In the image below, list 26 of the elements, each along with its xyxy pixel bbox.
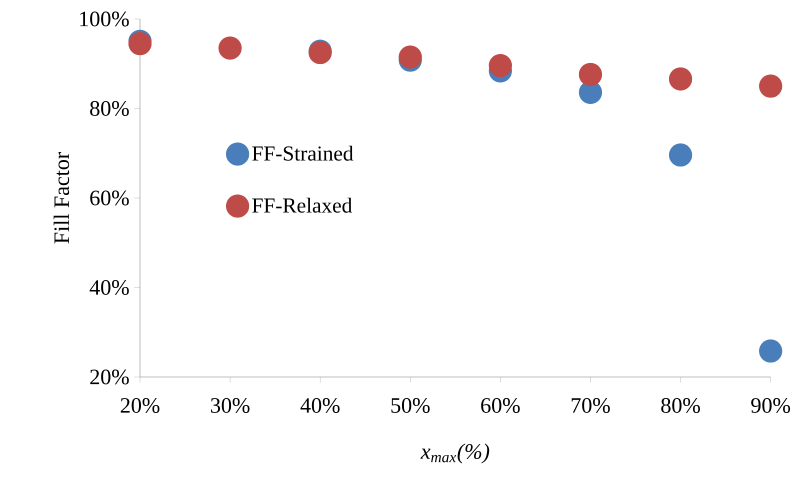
legend-label: FF-Strained — [252, 146, 354, 161]
point — [759, 339, 782, 363]
point — [668, 143, 692, 167]
x-tick-label: 50% — [391, 398, 430, 413]
y-tick-label: 100% — [80, 12, 129, 26]
y-tick-label: 60% — [90, 190, 129, 206]
point — [759, 74, 782, 98]
x-tick-label: 30% — [210, 398, 250, 413]
y-axis-title: Fill Factor — [54, 152, 70, 244]
x-tick-label: 80% — [661, 398, 700, 413]
point — [128, 32, 152, 56]
y-tick-label: 80% — [90, 101, 129, 116]
x-axis-title: x$_{max}$(%) — [420, 443, 490, 464]
y-tick-label: 20% — [90, 370, 129, 384]
point — [578, 62, 602, 86]
legend-label: FF-Relaxed — [252, 198, 352, 213]
x-tick-label: 70% — [572, 398, 610, 413]
x-tick-label: 40% — [300, 398, 340, 413]
point — [218, 36, 242, 60]
y-tick-label: 40% — [90, 280, 129, 295]
point — [668, 67, 692, 91]
x-tick-label: 20% — [120, 398, 160, 413]
point — [398, 45, 422, 69]
x-tick-label: 90% — [751, 398, 790, 413]
x-tick-label: 60% — [481, 398, 520, 413]
point — [488, 54, 512, 78]
